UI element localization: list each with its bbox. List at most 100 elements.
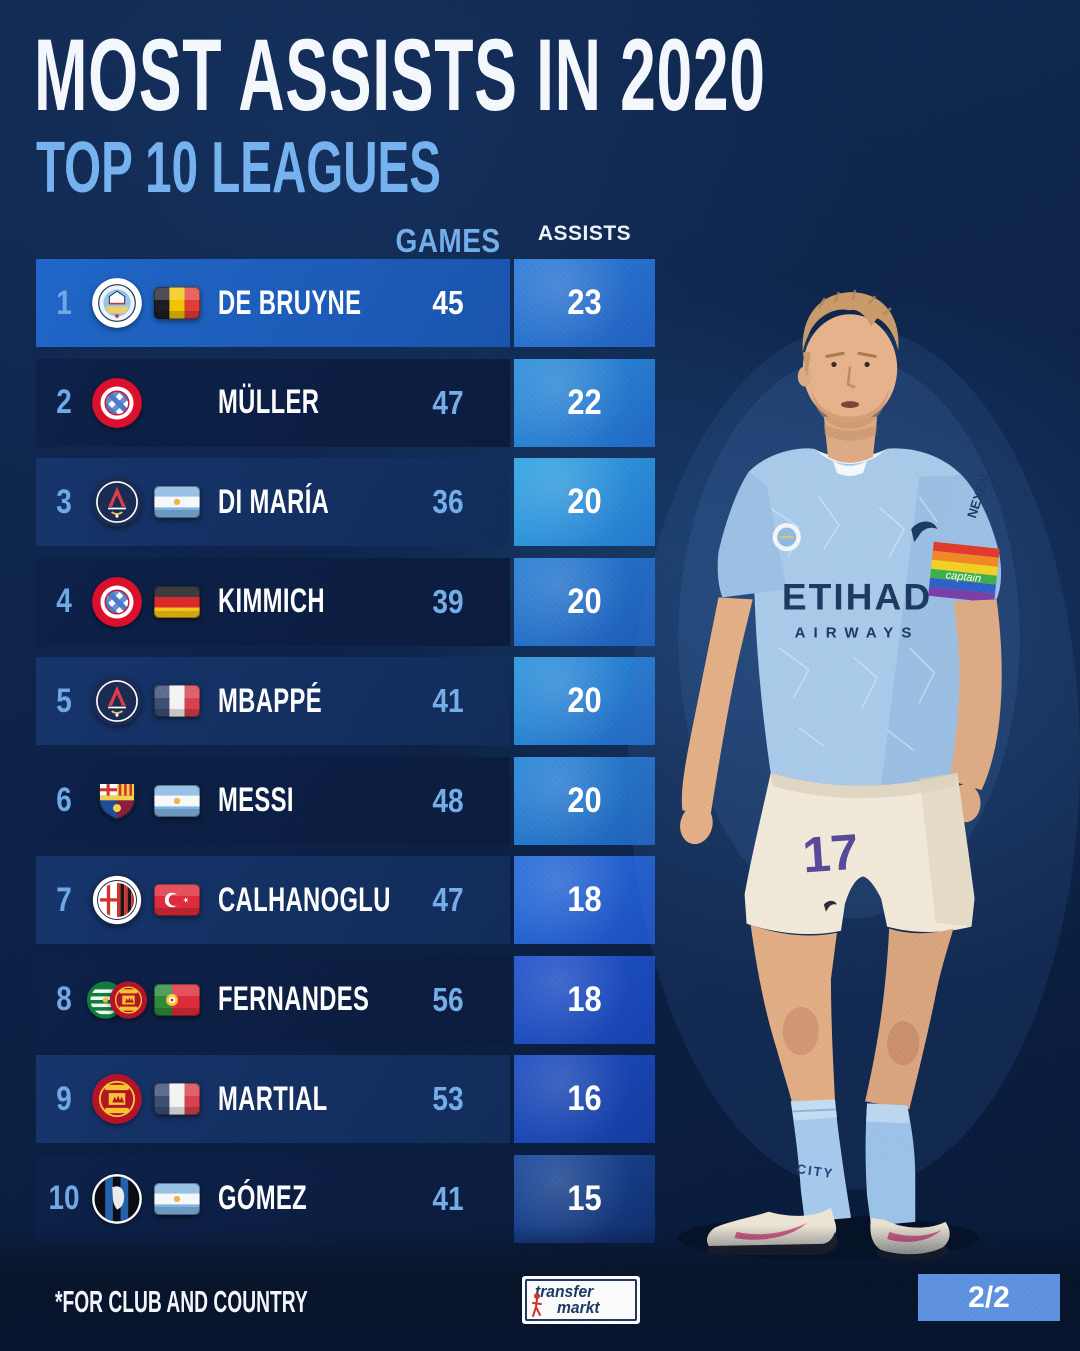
leaderboard-table: 1 xyxy=(36,259,655,1243)
table-row: 4 xyxy=(36,557,655,646)
assists-cell: 16 xyxy=(514,1055,655,1143)
table-row: 7 xyxy=(36,856,655,944)
logo-line2: markt xyxy=(557,1298,600,1317)
logo-line1: transfer xyxy=(535,1282,594,1301)
games-value: 41 xyxy=(432,682,464,719)
argentina-flag xyxy=(154,784,200,817)
player-name: DE BRUYNE xyxy=(218,283,362,322)
assists-value: 15 xyxy=(567,1178,602,1218)
column-header-assists: ASSISTS xyxy=(537,222,632,245)
games-value: 47 xyxy=(432,383,464,421)
rainbow-captain-armband: captain xyxy=(928,541,1000,603)
assists-value: 20 xyxy=(567,780,602,820)
games-value: 45 xyxy=(432,284,464,321)
games-value: 53 xyxy=(432,1080,464,1117)
page-indicator: 2/2 xyxy=(918,1274,1060,1321)
rank-label: 4 xyxy=(56,582,72,620)
bayern-munich-badge xyxy=(92,576,142,627)
games-value: 48 xyxy=(432,781,464,819)
club-badges xyxy=(86,377,148,429)
column-header-games: GAMES xyxy=(395,222,501,259)
player-name: MESSI xyxy=(218,781,294,819)
games-value: 39 xyxy=(432,582,464,620)
assists-value: 22 xyxy=(567,382,602,422)
page-title: MOST ASSISTS IN 2020 xyxy=(34,18,766,132)
games-value: 41 xyxy=(432,1179,464,1217)
rank-label: 6 xyxy=(56,781,72,819)
sock-text: CITY xyxy=(796,1161,835,1181)
assists-value: 16 xyxy=(567,1079,602,1118)
germany-flag xyxy=(154,585,200,618)
rank-label: 10 xyxy=(48,1179,80,1217)
player-photo: NEXEN captain ETIHAD AIRWAYS xyxy=(618,256,1080,1262)
club-badges xyxy=(86,476,148,528)
sleeve-sponsor-text: NEXEN xyxy=(964,473,992,520)
player-name: DI MARÍA xyxy=(218,482,330,521)
atalanta-badge xyxy=(92,1173,142,1224)
assists-cell: 18 xyxy=(514,955,655,1044)
rank-label: 3 xyxy=(56,482,72,521)
games-value: 36 xyxy=(432,483,464,520)
player-name: FERNANDES xyxy=(218,980,370,1018)
armband-text: captain xyxy=(945,569,982,585)
club-badges xyxy=(86,277,148,329)
assists-cell: 18 xyxy=(514,856,655,944)
transfermarkt-logo: transfer markt xyxy=(522,1276,640,1324)
assists-cell: 20 xyxy=(514,657,655,745)
assists-cell: 22 xyxy=(514,358,655,447)
argentina-flag xyxy=(154,486,200,518)
logo-figure-icon xyxy=(532,1293,542,1317)
footnote: *FOR CLUB AND COUNTRY xyxy=(55,1284,308,1319)
games-value: 47 xyxy=(432,881,464,918)
manchester-city-badge xyxy=(92,278,142,328)
rank-label: 8 xyxy=(56,980,72,1018)
assists-cell: 15 xyxy=(514,1154,655,1243)
club-badges xyxy=(86,874,148,926)
shirt-sponsor-text: ETIHAD xyxy=(782,575,932,617)
table-row: 1 xyxy=(36,259,655,347)
assists-value: 18 xyxy=(567,979,602,1019)
table-row: 9 xyxy=(36,1055,655,1143)
player-name: MÜLLER xyxy=(218,383,320,421)
assists-cell: 20 xyxy=(514,557,655,646)
player-name: GÓMEZ xyxy=(218,1179,308,1217)
table-row: 8 xyxy=(36,955,655,1044)
page-subtitle: TOP 10 LEAGUES xyxy=(36,128,441,208)
player-name: CALHANOGLU xyxy=(218,880,391,919)
club-badges xyxy=(86,576,148,628)
player-name: MBAPPÉ xyxy=(218,681,322,720)
shorts-number: 17 xyxy=(801,824,861,884)
manchester-united-badge xyxy=(92,1074,142,1124)
table-row: 10 xyxy=(36,1154,655,1243)
assists-cell: 23 xyxy=(514,259,655,347)
rank-label: 9 xyxy=(56,1079,72,1118)
turkey-flag xyxy=(154,884,200,916)
france-flag xyxy=(154,685,200,717)
psg-badge xyxy=(92,477,142,527)
assists-value: 20 xyxy=(567,482,602,521)
manchester-united-badge xyxy=(109,980,148,1019)
assists-cell: 20 xyxy=(514,458,655,546)
assists-cell: 20 xyxy=(514,756,655,845)
club-badges xyxy=(86,978,148,1022)
player-name: KIMMICH xyxy=(218,582,325,620)
ac-milan-badge xyxy=(91,874,143,926)
club-badges xyxy=(86,1073,148,1125)
belgium-flag xyxy=(154,287,200,319)
table-row: 3 xyxy=(36,458,655,546)
table-row: 2 MÜLLER 47 xyxy=(36,358,655,447)
argentina-flag xyxy=(154,1182,200,1215)
assists-value: 20 xyxy=(567,681,602,720)
bayern-munich-badge xyxy=(92,377,142,428)
rank-label: 1 xyxy=(56,283,72,322)
assists-value: 18 xyxy=(567,880,602,919)
france-flag xyxy=(154,1083,200,1115)
shirt-sponsor-subtext: AIRWAYS xyxy=(795,625,920,642)
table-row: 5 xyxy=(36,657,655,745)
assists-value: 20 xyxy=(567,581,602,621)
rank-label: 2 xyxy=(56,383,72,421)
barcelona-badge xyxy=(98,782,136,820)
club-badges xyxy=(86,1173,148,1225)
rank-label: 7 xyxy=(56,880,72,919)
